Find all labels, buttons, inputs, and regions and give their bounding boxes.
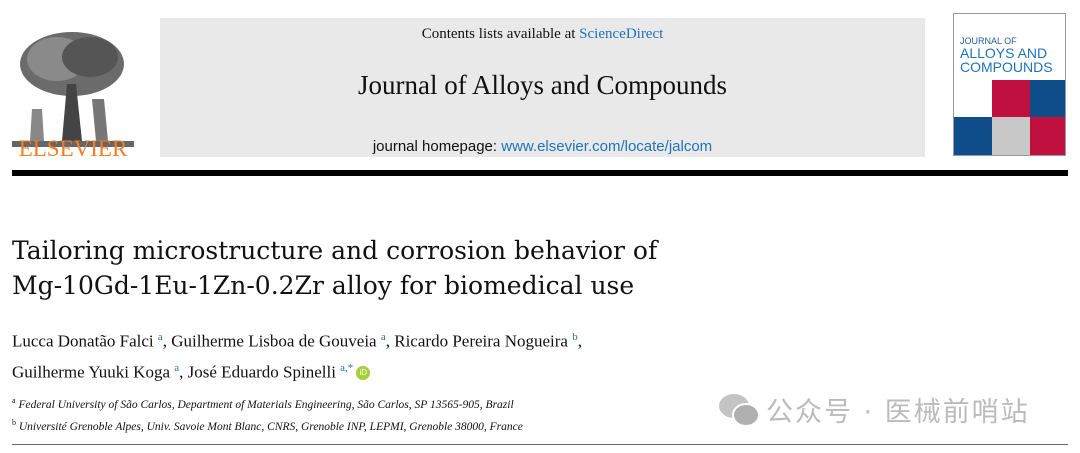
author-list: Lucca Donatão Falci a, Guilherme Lisboa … [12, 331, 582, 382]
title-line: Mg-10Gd-1Eu-1Zn-0.2Zr alloy for biomedic… [12, 271, 635, 300]
homepage-link[interactable]: www.elsevier.com/locate/jalcom [501, 138, 713, 155]
elsevier-tree-logo [12, 29, 134, 149]
cover-line2: ALLOYS AND [960, 45, 1048, 61]
journal-banner: Contents lists available at ScienceDirec… [160, 18, 925, 157]
author-name[interactable]: Ricardo Pereira Nogueira [394, 331, 568, 351]
affiliation-b: b Université Grenoble Alpes, Univ. Savoi… [12, 414, 523, 436]
journal-title: Journal of Alloys and Compounds [358, 70, 727, 100]
watermark-text: 公众号 · 医械前哨站 [766, 397, 1030, 428]
author-affiliation[interactable]: b [572, 331, 578, 343]
article-title: Tailoring microstructure and corrosion b… [12, 233, 657, 303]
author-name[interactable]: Lucca Donatão Falci [12, 331, 154, 351]
author-affiliation[interactable]: a,* [340, 361, 354, 374]
title-line: Tailoring microstructure and corrosion b… [12, 236, 658, 265]
author-name[interactable]: José Eduardo Spinelli [187, 362, 336, 382]
elsevier-logo-text: ELSEVIER [18, 136, 128, 161]
author-name[interactable]: Guilherme Yuuki Koga [12, 362, 171, 382]
author-affiliation[interactable]: a [380, 331, 386, 343]
wechat-icon [719, 394, 760, 427]
affiliation-text: Université Grenoble Alpes, Univ. Savoie … [18, 420, 523, 433]
homepage-prefix: journal homepage: [372, 138, 502, 155]
journal-cover[interactable]: JOURNAL OF ALLOYS AND COMPOUNDS [953, 13, 1066, 156]
cover-line3: COMPOUNDS [960, 59, 1053, 75]
contents-prefix: Contents lists available at [421, 26, 580, 42]
homepage-line: journal homepage: www.elsevier.com/locat… [160, 138, 925, 155]
orcid-icon[interactable]: iD [356, 366, 371, 381]
sciencedirect-link[interactable]: ScienceDirect [579, 26, 664, 42]
cover-block [1030, 80, 1065, 117]
cover-block [992, 117, 1030, 155]
affiliation-key: a [12, 396, 16, 405]
author-affiliation[interactable]: a [157, 331, 163, 343]
affiliations: a Federal University of São Carlos, Depa… [12, 392, 523, 436]
contents-line: Contents lists available at ScienceDirec… [160, 26, 925, 43]
cover-block [1030, 117, 1065, 155]
author-name[interactable]: Guilherme Lisboa de Gouveia [171, 331, 377, 351]
affiliation-key: b [12, 417, 16, 427]
affiliation-text: Federal University of São Carlos, Depart… [18, 398, 514, 411]
cover-block [992, 80, 1030, 117]
cover-block [954, 117, 992, 155]
author-affiliation[interactable]: a [174, 361, 180, 374]
affiliation-a: a Federal University of São Carlos, Depa… [12, 392, 523, 414]
header-rule [12, 170, 1068, 176]
bottom-rule [12, 444, 1068, 445]
cover-line1: JOURNAL OF [960, 36, 1017, 46]
